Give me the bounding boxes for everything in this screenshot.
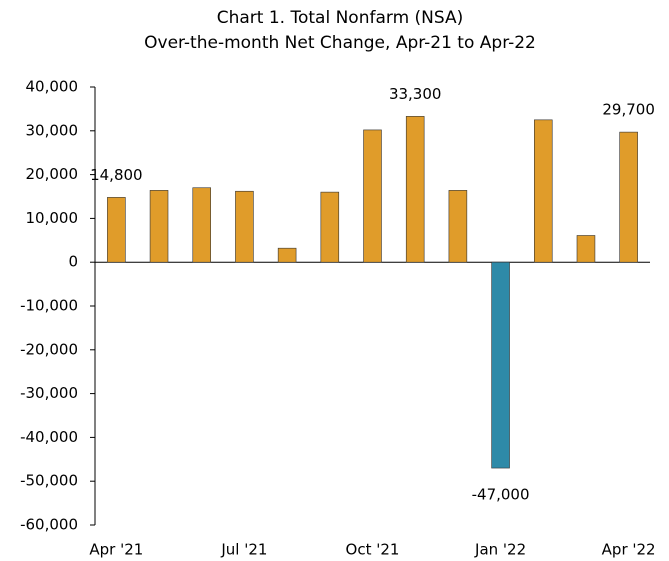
- bar: [363, 129, 382, 263]
- y-tick-label: -60,000: [20, 516, 78, 534]
- bar: [448, 190, 468, 263]
- data-label: 14,800: [90, 166, 143, 184]
- bar: [277, 247, 297, 263]
- bar: [192, 187, 211, 263]
- bar: [405, 116, 425, 263]
- bar: [534, 119, 553, 263]
- bar: [149, 190, 169, 263]
- bar: [107, 197, 126, 263]
- data-label: -47,000: [472, 486, 530, 504]
- y-tick-label: -10,000: [20, 297, 78, 315]
- y-tick-label: 20,000: [26, 165, 79, 183]
- bar: [320, 191, 340, 263]
- data-label: 29,700: [602, 101, 655, 119]
- y-tick-label: 0: [68, 253, 78, 271]
- y-tick-label: 40,000: [26, 78, 79, 96]
- x-tick-label: Apr '22: [602, 541, 656, 559]
- data-label: 33,300: [389, 85, 442, 103]
- y-tick-label: -50,000: [20, 472, 78, 490]
- chart-subtitle: Over-the-month Net Change, Apr-21 to Apr…: [144, 33, 536, 53]
- x-tick-label: Jul '21: [220, 541, 267, 559]
- chart-title: Chart 1. Total Nonfarm (NSA): [217, 8, 464, 28]
- y-tick-label: -20,000: [20, 340, 78, 358]
- y-tick-label: 10,000: [26, 209, 79, 227]
- bar: [235, 190, 254, 263]
- x-tick-label: Oct '21: [346, 541, 400, 559]
- y-tick-label: 30,000: [26, 121, 79, 139]
- bar: [576, 235, 596, 263]
- x-tick-label: Apr '21: [89, 541, 143, 559]
- x-tick-label: Jan '22: [474, 541, 526, 559]
- bar: [619, 131, 638, 263]
- bar: [491, 261, 510, 469]
- y-tick-label: -40,000: [20, 428, 78, 446]
- y-tick-label: -30,000: [20, 384, 78, 402]
